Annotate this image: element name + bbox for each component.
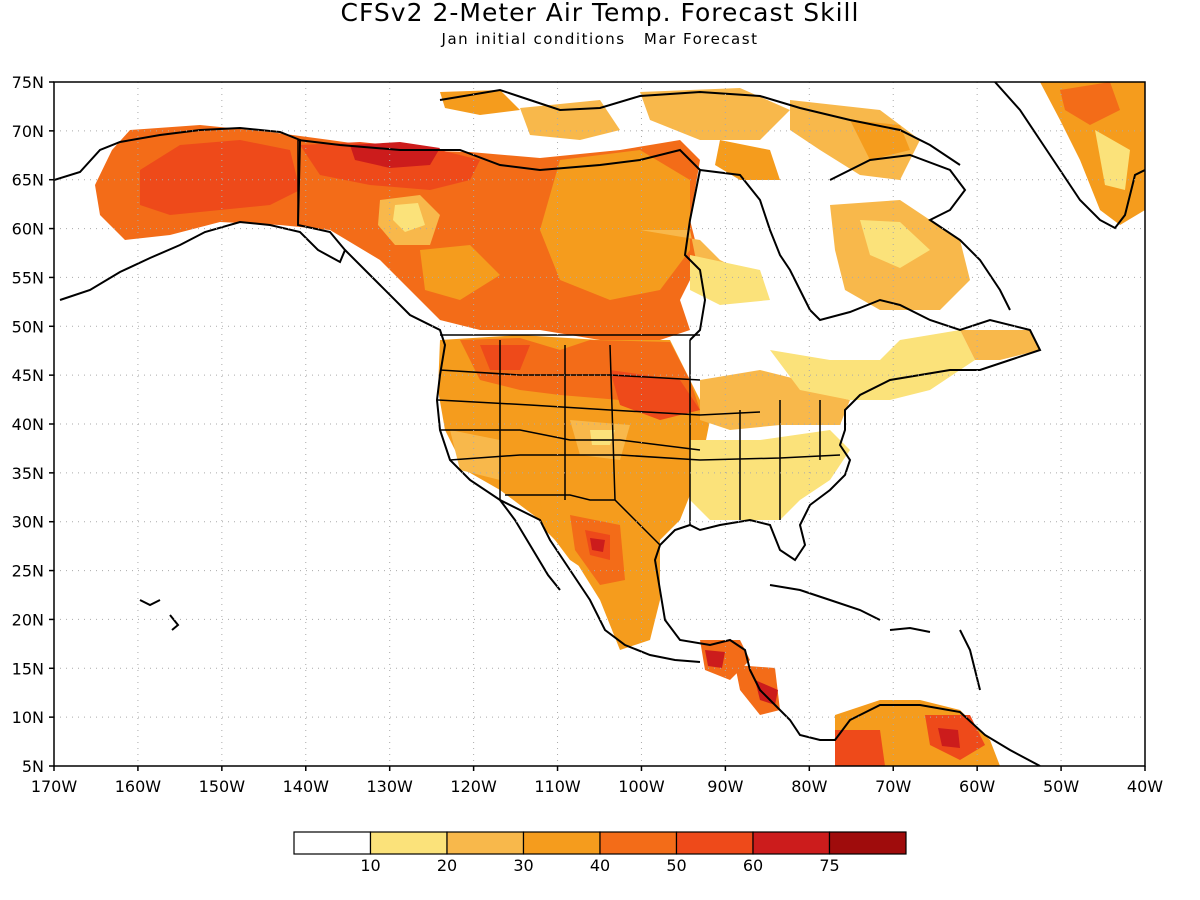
- shade-region: [755, 680, 778, 705]
- legend-swatch: [446, 831, 525, 855]
- shade-region: [640, 88, 790, 140]
- legend-swatch: [369, 831, 448, 855]
- legend-swatch: [675, 831, 754, 855]
- shade-region: [835, 730, 885, 766]
- lon-tick-label: 110W: [534, 777, 581, 796]
- lat-tick-label: 70N: [12, 122, 44, 141]
- legend-swatch: [293, 831, 372, 855]
- grid: [54, 82, 1145, 766]
- coastline-greenland: [994, 82, 1145, 230]
- shade-region: [520, 100, 620, 140]
- subtitle-init: Jan initial conditions: [441, 30, 626, 48]
- shade-region: [700, 370, 850, 430]
- lat-tick-label: 25N: [12, 562, 44, 581]
- coastline-labrador: [829, 153, 1011, 311]
- lat-tick-label: 20N: [12, 610, 44, 629]
- lat-tick-label: 5N: [22, 757, 44, 776]
- shade-region: [450, 430, 500, 480]
- lat-tick-label: 55N: [12, 268, 44, 287]
- shade-region: [540, 150, 690, 300]
- shade-region: [705, 650, 725, 668]
- coastline-canada-north: [297, 139, 707, 341]
- shade-region: [770, 330, 975, 400]
- lon-tick-label: 140W: [283, 777, 330, 796]
- lat-tick-label: 10N: [12, 708, 44, 727]
- lon-tick-label: 130W: [367, 777, 414, 796]
- lat-tick-label: 60N: [12, 220, 44, 239]
- shade-region: [420, 245, 500, 300]
- figure-title: CFSv2 2-Meter Air Temp. Forecast Skill: [340, 0, 860, 27]
- lon-tick-label: 80W: [791, 777, 827, 796]
- coastline-hudson-bay: [653, 169, 1042, 766]
- shade-region: [860, 220, 930, 268]
- border-states-2: [499, 340, 821, 525]
- shade-region: [590, 430, 615, 445]
- shade-region: [715, 140, 780, 180]
- subtitle-forecast: Mar Forecast: [643, 30, 759, 48]
- lon-tick-label: 100W: [618, 777, 665, 796]
- shade-region: [790, 100, 920, 180]
- lon-tick-label: 160W: [115, 777, 162, 796]
- legend-label: 20: [437, 856, 457, 875]
- shade-region: [690, 430, 850, 520]
- lat-tick-labels: 75N 70N 65N 60N 55N 50N 45N 40N 35N 30N 25N 20N 15N 1…: [12, 73, 54, 776]
- skill-shading: [95, 82, 1145, 766]
- legend-label: 60: [743, 856, 763, 875]
- shade-region: [938, 728, 960, 748]
- lon-tick-label: 170W: [31, 777, 78, 796]
- legend-swatch: [752, 831, 831, 855]
- shade-region: [1040, 82, 1145, 225]
- shade-region: [610, 370, 700, 420]
- shade-region: [1060, 82, 1120, 125]
- shade-region: [690, 255, 770, 305]
- shade-region: [140, 140, 300, 215]
- shade-region: [590, 538, 605, 552]
- coastline-hawaii: [139, 599, 180, 631]
- shade-region: [480, 345, 530, 370]
- lat-tick-label: 75N: [12, 73, 44, 92]
- coastline-cuba: [769, 584, 881, 621]
- lon-tick-label: 120W: [450, 777, 497, 796]
- lon-tick-label: 40W: [1127, 777, 1163, 796]
- lat-tick-label: 35N: [12, 464, 44, 483]
- lon-tick-labels: 170W 160W 150W 140W 130W 120W 110W 100W 90W 80W 70…: [31, 766, 1163, 796]
- legend-label: 40: [590, 856, 610, 875]
- shade-region: [1095, 130, 1130, 190]
- colorbar-legend: 10 20 30 40 50 60 75: [293, 831, 907, 875]
- legend-label: 75: [819, 856, 839, 875]
- shade-region: [960, 330, 1040, 360]
- coastline-arctic-islands: [439, 88, 961, 166]
- coastline-antilles: [959, 629, 981, 691]
- lon-tick-label: 60W: [959, 777, 995, 796]
- coastline-baja: [499, 499, 561, 591]
- legend-label: 10: [360, 856, 380, 875]
- legend-label: 50: [666, 856, 686, 875]
- lat-tick-label: 15N: [12, 659, 44, 678]
- lat-tick-label: 65N: [12, 171, 44, 190]
- lat-tick-label: 40N: [12, 415, 44, 434]
- legend-swatch: [599, 831, 678, 855]
- lon-tick-label: 150W: [199, 777, 246, 796]
- lon-tick-label: 70W: [875, 777, 911, 796]
- lat-tick-label: 30N: [12, 513, 44, 532]
- legend-swatch: [522, 831, 601, 855]
- figure-subtitle: Jan initial conditions Mar Forecast: [0, 30, 1200, 48]
- lat-tick-label: 50N: [12, 317, 44, 336]
- legend-swatch: [828, 831, 907, 855]
- legend-label: 30: [513, 856, 533, 875]
- coastline-hispaniola: [889, 626, 931, 633]
- shade-region: [393, 203, 425, 232]
- lon-tick-label: 50W: [1043, 777, 1079, 796]
- lat-tick-label: 45N: [12, 366, 44, 385]
- lon-tick-label: 90W: [707, 777, 743, 796]
